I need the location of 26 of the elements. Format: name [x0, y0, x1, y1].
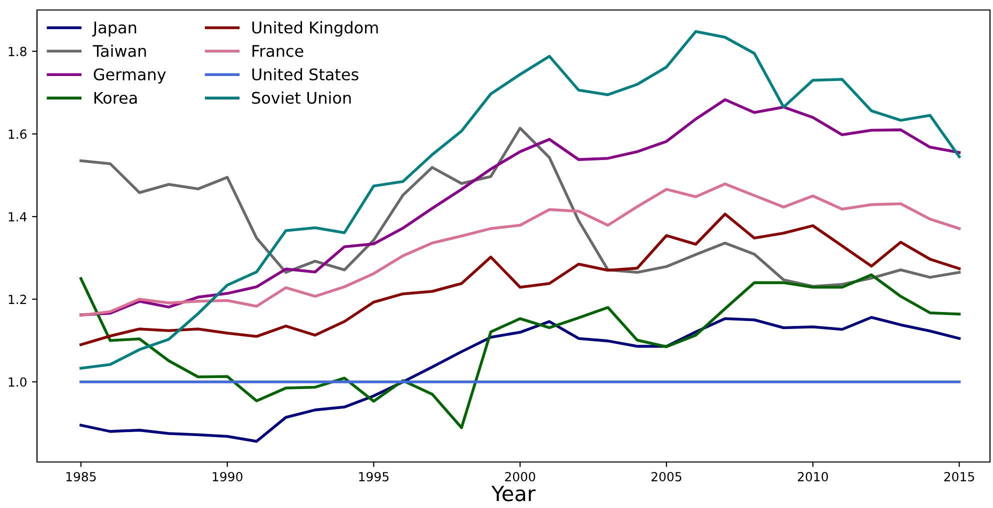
legend-label: Soviet Union [252, 92, 351, 104]
x-tick-label: 1990 [212, 472, 242, 482]
line-series [80, 273, 961, 430]
line-series [80, 316, 961, 443]
legend-label: Taiwan [92, 44, 146, 57]
legend-label: Korea [94, 92, 137, 104]
x-tick-label: 1985 [66, 472, 96, 482]
x-tick-label: 2010 [798, 472, 828, 482]
x-tick-label: 2005 [651, 472, 682, 482]
y-tick-label: 1.2 [8, 294, 26, 304]
legend-label: Japan [92, 22, 136, 37]
y-tick-label: 1.6 [8, 129, 26, 139]
x-tick-label: 2000 [505, 472, 536, 482]
x-axis-title: Year [491, 486, 536, 502]
legend-label: France [252, 45, 304, 57]
x-tick-label: 1995 [359, 472, 389, 482]
x-tick-label: 2015 [944, 472, 974, 482]
legend-label: Germany [94, 68, 166, 84]
y-tick-label: 1.0 [8, 377, 26, 387]
y-tick-label: 1.8 [8, 46, 26, 56]
line-series [80, 126, 961, 288]
line-series [80, 182, 961, 317]
y-tick-label: 1.4 [8, 212, 27, 222]
legend-label: United Kingdom [252, 21, 378, 37]
legend-label: United States [252, 68, 358, 80]
line-series [80, 212, 961, 346]
